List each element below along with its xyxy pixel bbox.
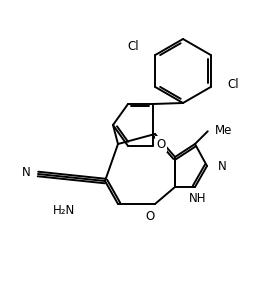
Text: N: N	[22, 167, 31, 179]
Text: H₂N: H₂N	[53, 205, 75, 217]
Text: Cl: Cl	[128, 40, 139, 54]
Text: Cl: Cl	[227, 79, 239, 91]
Text: Me: Me	[215, 124, 232, 138]
Text: N: N	[218, 159, 227, 173]
Text: NH: NH	[189, 193, 207, 205]
Text: O: O	[145, 210, 155, 222]
Text: O: O	[156, 138, 166, 150]
